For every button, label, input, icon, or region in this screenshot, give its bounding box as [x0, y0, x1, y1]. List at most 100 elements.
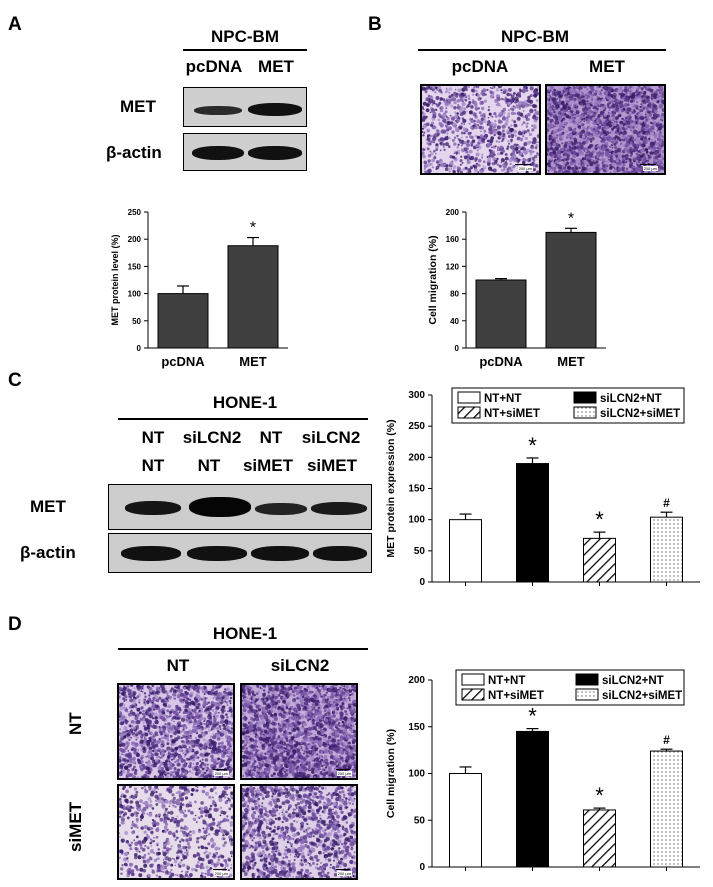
cell-dot — [559, 166, 562, 170]
cell-dot — [522, 121, 526, 124]
cell-dot — [151, 685, 155, 688]
cell-dot — [225, 713, 228, 716]
cell-dot — [643, 126, 646, 129]
cell-dot — [121, 769, 126, 774]
cell-dot — [225, 725, 229, 729]
cell-dot — [600, 154, 604, 157]
cell-dot — [635, 126, 638, 129]
cell-dot — [163, 698, 166, 700]
cell-dot — [610, 105, 614, 109]
cell-dot — [629, 92, 632, 95]
cell-dot — [179, 692, 184, 697]
cell-dot — [662, 124, 664, 128]
cell-dot — [163, 726, 167, 730]
cell-dot — [632, 129, 638, 135]
cell-dot — [446, 117, 450, 120]
cell-dot — [175, 737, 178, 741]
cell-dot — [607, 93, 612, 98]
cell-dot — [203, 693, 206, 695]
cell-dot — [445, 142, 449, 147]
cell-dot — [424, 170, 426, 173]
cell-dot — [464, 166, 468, 170]
cell-dot — [164, 750, 167, 753]
cell-dot — [450, 116, 455, 121]
cell-dot — [197, 738, 201, 742]
cell-dot — [464, 155, 468, 160]
cell-dot — [529, 100, 533, 104]
cell-dot — [184, 761, 186, 764]
cell-dot — [189, 770, 192, 773]
cell-dot — [628, 138, 632, 142]
cell-dot — [158, 692, 161, 695]
cell-dot — [555, 89, 559, 93]
panel-c-lane2-top: siLCN2 — [182, 428, 242, 447]
cell-dot — [627, 126, 630, 129]
cell-dot — [212, 723, 217, 728]
legend-box — [451, 387, 685, 424]
cell-dot — [624, 142, 629, 147]
cell-dot — [630, 129, 632, 132]
cell-dot — [128, 738, 131, 741]
bar — [650, 516, 683, 583]
cell-dot — [119, 711, 123, 716]
cell-dot — [214, 711, 218, 714]
cell-dot — [613, 167, 616, 170]
cell-dot — [645, 131, 649, 136]
cell-dot — [594, 92, 597, 96]
cell-dot — [173, 767, 177, 770]
cell-dot — [430, 108, 436, 113]
cell-dot — [141, 690, 144, 693]
cell-dot — [504, 161, 507, 164]
cell-dot — [497, 131, 502, 136]
cell-dot — [148, 737, 152, 740]
cell-dot — [226, 716, 229, 719]
cell-dot — [608, 87, 612, 91]
cell-dot — [581, 135, 586, 139]
cell-dot — [488, 112, 492, 116]
cell-dot — [619, 171, 623, 173]
cell-dot — [609, 151, 611, 154]
cell-dot — [646, 86, 651, 89]
panel-b-letter: B — [368, 14, 382, 35]
cell-dot — [582, 101, 586, 106]
cell-dot — [202, 773, 205, 777]
cell-dot — [548, 152, 554, 157]
cell-dot — [567, 151, 571, 155]
cell-dot — [429, 98, 434, 103]
cell-dot — [468, 122, 471, 125]
y-axis-label: Cell migration (%) — [427, 235, 439, 324]
cell-dot — [653, 159, 656, 163]
band — [248, 103, 302, 116]
cell-dot — [627, 100, 630, 103]
cell-dot — [159, 731, 164, 735]
cell-dot — [601, 97, 604, 100]
cell-dot — [630, 94, 635, 99]
cell-dot — [474, 107, 479, 111]
cell-dot — [465, 172, 468, 173]
bar — [449, 519, 482, 583]
cell-dot — [130, 720, 135, 724]
cell-dot — [657, 121, 660, 124]
cell-dot — [587, 109, 592, 114]
cell-dot — [616, 125, 621, 129]
cell-dot — [425, 164, 429, 168]
cell-dot — [437, 86, 442, 90]
cell-dot — [137, 758, 140, 762]
cell-dot — [593, 101, 598, 106]
cell-dot — [655, 115, 658, 117]
cell-dot — [579, 114, 584, 119]
cell-dot — [572, 159, 576, 163]
cell-dot — [486, 139, 490, 143]
cell-dot — [500, 89, 503, 92]
cell-dot — [621, 132, 625, 135]
cell-dot — [119, 755, 122, 760]
cell-dot — [427, 159, 431, 163]
cell-dot — [586, 118, 591, 123]
cell-dot — [193, 729, 198, 734]
panel-c-letter: C — [8, 370, 22, 391]
cell-dot — [435, 86, 438, 90]
cell-dot — [119, 706, 124, 711]
cell-dot — [596, 151, 599, 155]
cell-dot — [568, 101, 573, 105]
cell-dot — [483, 132, 486, 135]
